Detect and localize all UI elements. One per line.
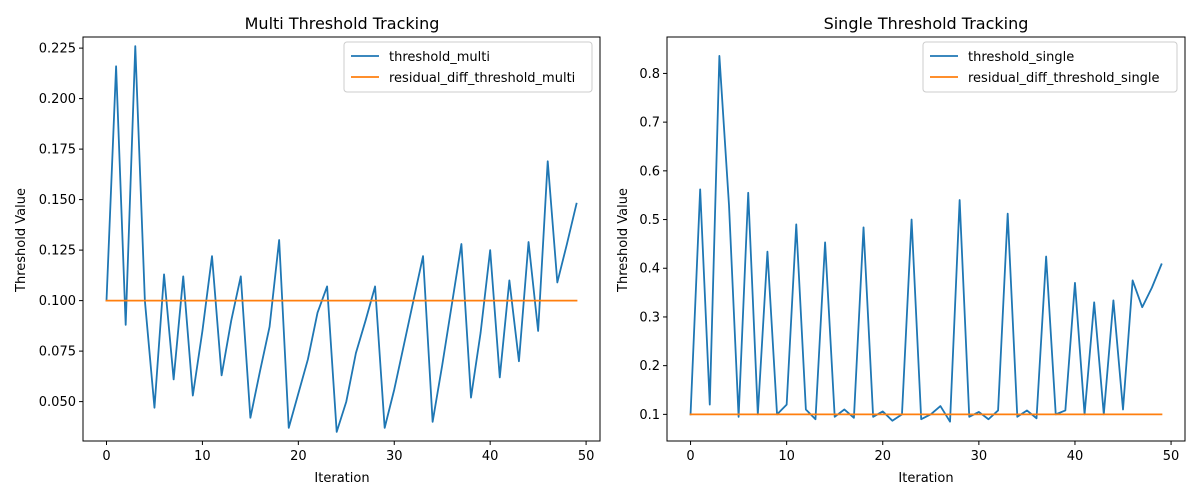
axes-frame xyxy=(666,36,1186,442)
legend-label-residual-diff-threshold-multi: residual_diff_threshold_multi xyxy=(389,71,575,86)
chart-multi-threshold: Multi Threshold Tracking 0 10 20 30 40 50 0.05… xyxy=(14,14,601,486)
series-line-threshold-single xyxy=(689,55,1163,423)
y-tick-label: 0.6 xyxy=(639,164,660,179)
series-line-threshold-multi xyxy=(105,45,578,433)
y-tick-label: 0.050 xyxy=(39,395,76,410)
y-tick-label: 0.4 xyxy=(639,262,660,277)
chart-title: Multi Threshold Tracking xyxy=(245,14,440,33)
y-tick-label: 0.7 xyxy=(639,116,660,131)
axes-frame xyxy=(82,36,601,442)
y-tick-label: 0.075 xyxy=(39,345,76,360)
x-axis-label: Iteration xyxy=(314,471,369,486)
x-tick-label: 40 xyxy=(482,449,499,464)
y-axis-label: Threshold Value xyxy=(14,188,29,293)
x-tick-label: 50 xyxy=(578,449,595,464)
legend-label-threshold-multi: threshold_multi xyxy=(389,50,490,65)
y-axis-label: Threshold Value xyxy=(616,188,631,293)
legend: threshold_single residual_diff_threshold… xyxy=(922,41,1178,93)
x-axis-label: Iteration xyxy=(898,471,953,486)
x-tick-label: 10 xyxy=(194,449,211,464)
x-tick-label: 20 xyxy=(874,449,891,464)
axes-layer: 0 10 20 30 40 50 0.050 0.075 0.100 0.125 0.150 0.17… xyxy=(39,36,601,464)
y-tick-label: 0.150 xyxy=(39,193,76,208)
y-tick-label: 0.1 xyxy=(639,408,660,423)
x-tick-label: 0 xyxy=(686,449,694,464)
y-tick-label: 0.2 xyxy=(639,359,660,374)
y-tick-label: 0.3 xyxy=(639,310,660,325)
series-layer xyxy=(689,55,1163,423)
legend-label-residual-diff-threshold-single: residual_diff_threshold_single xyxy=(968,71,1160,86)
x-tick-label: 30 xyxy=(386,449,403,464)
x-tick-label: 30 xyxy=(971,449,988,464)
x-tick-label: 50 xyxy=(1163,449,1180,464)
y-tick-label: 0.175 xyxy=(39,143,76,158)
y-tick-label: 0.8 xyxy=(639,67,660,82)
y-tick-label: 0.200 xyxy=(39,92,76,107)
x-tick-label: 40 xyxy=(1067,449,1084,464)
axes-layer: 0 10 20 30 40 50 0.1 0.2 0.3 0.4 0.5 0.6 0.7 0.8 xyxy=(639,36,1186,464)
chart-single-threshold: Single Threshold Tracking 0 10 20 30 40 50 0.1… xyxy=(616,14,1186,486)
y-tick-label: 0.225 xyxy=(39,42,76,57)
legend-label-threshold-single: threshold_single xyxy=(968,50,1074,65)
series-layer xyxy=(105,45,578,433)
legend-box xyxy=(922,41,1178,93)
x-tick-label: 10 xyxy=(778,449,795,464)
x-tick-label: 0 xyxy=(102,449,110,464)
x-tick-label: 20 xyxy=(290,449,307,464)
legend-box xyxy=(343,41,593,93)
y-tick-label: 0.5 xyxy=(639,213,660,228)
y-tick-label: 0.125 xyxy=(39,244,76,259)
chart-title: Single Threshold Tracking xyxy=(824,14,1029,33)
legend: threshold_multi residual_diff_threshold_… xyxy=(343,41,593,93)
y-tick-label: 0.100 xyxy=(39,294,76,309)
